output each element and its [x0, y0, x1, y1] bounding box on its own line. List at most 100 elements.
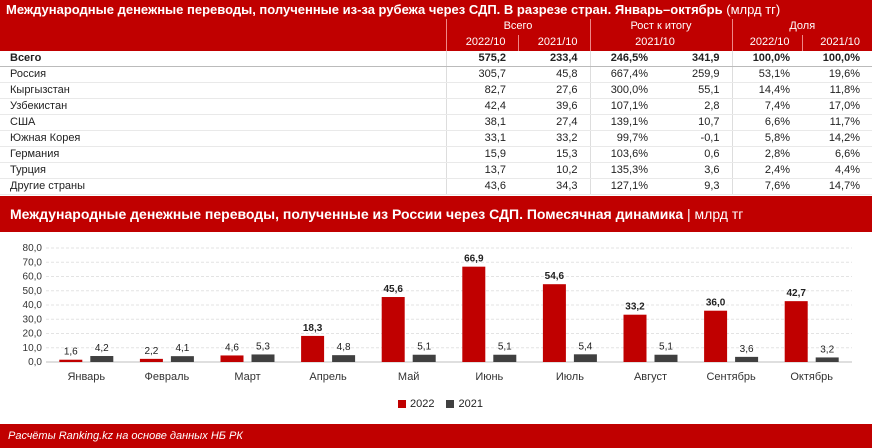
cell-share2021: 14,7%: [802, 178, 872, 195]
legend-label-2021: 2021: [458, 398, 483, 410]
table-body: Всего 575,2 233,4 246,5% 341,9 100,0% 100,0% Ро…: [0, 50, 872, 195]
chart-title-bar: Международные денежные переводы, получен…: [0, 196, 872, 232]
cell-v2021: 45,8: [518, 66, 590, 83]
x-tick-label: Июль: [556, 371, 584, 383]
legend-item-2021: 2021: [446, 398, 483, 410]
table-row: Кыргызстан 82,7 27,6 300,0% 55,1 14,4% 11,8%: [0, 82, 872, 99]
data-label-2021: 4,1: [175, 343, 189, 354]
cell-growth-abs: 3,6: [660, 162, 732, 179]
legend-swatch-2021: [446, 400, 455, 409]
cell-share2022: 100,0%: [731, 50, 802, 67]
cell-share2021: 11,8%: [802, 82, 872, 99]
cell-growth-pct: 139,1%: [589, 114, 660, 131]
bar-2022: [139, 358, 163, 362]
data-label-2021: 5,3: [256, 341, 270, 352]
chart-legend: 2022 2021: [398, 398, 483, 410]
table-row: Германия 15,9 15,3 103,6% 0,6 2,8% 6,6%: [0, 146, 872, 163]
cell-growth-abs: -0,1: [660, 130, 732, 147]
bar-2021: [815, 357, 839, 362]
bar-2022: [301, 335, 325, 362]
data-label-2022: 33,2: [625, 302, 645, 313]
bar-2022: [542, 284, 566, 362]
data-label-2021: 5,4: [578, 341, 592, 352]
table-corner-2: [0, 34, 446, 51]
bar-2021: [170, 356, 194, 362]
bar-2021: [251, 354, 275, 362]
row-country-name: Всего: [0, 50, 446, 67]
bar-2021: [493, 354, 517, 362]
cell-share2022: 53,1%: [731, 66, 802, 83]
cell-share2022: 2,8%: [731, 146, 802, 163]
cell-growth-pct: 667,4%: [589, 66, 660, 83]
y-tick-label: 30,0: [23, 314, 43, 325]
data-label-2021: 4,8: [337, 342, 351, 353]
table-row: США 38,1 27,4 139,1% 10,7 6,6% 11,7%: [0, 114, 872, 131]
bar-2022: [784, 301, 808, 362]
row-country-name: Германия: [0, 146, 446, 163]
cell-v2022: 82,7: [445, 82, 518, 99]
data-label-2022: 66,9: [464, 254, 484, 265]
row-country-name: Россия: [0, 66, 446, 83]
transfers-table: Всего Рост к итогу Доля 2022/10 2021/10 …: [0, 19, 872, 195]
data-label-2022: 18,3: [303, 323, 323, 334]
bar-2021: [654, 354, 678, 362]
cell-growth-pct: 135,3%: [589, 162, 660, 179]
footer-text: Расчёты Ranking.kz на основе данных НБ Р…: [8, 430, 243, 442]
chart-title-separator: |: [687, 206, 691, 222]
cell-growth-pct: 246,5%: [589, 50, 660, 67]
data-label-2022: 54,6: [545, 271, 565, 282]
x-tick-label: Апрель: [309, 371, 347, 383]
bar-2021: [412, 354, 436, 362]
cell-v2021: 27,4: [518, 114, 590, 131]
cell-share2021: 11,7%: [802, 114, 872, 131]
cell-share2022: 5,8%: [731, 130, 802, 147]
table-row: Узбекистан 42,4 39,6 107,1% 2,8 7,4% 17,0%: [0, 98, 872, 115]
cell-share2021: 14,2%: [802, 130, 872, 147]
table-group-header-row: Всего Рост к итогу Доля: [0, 19, 872, 35]
bar-2021: [332, 355, 356, 362]
legend-swatch-2022: [398, 400, 406, 409]
cell-growth-pct: 99,7%: [589, 130, 660, 147]
cell-growth-abs: 259,9: [660, 66, 732, 83]
chart-unit: млрд тг: [694, 206, 744, 222]
legend-label-2022: 2022: [410, 398, 435, 410]
cell-growth-abs: 341,9: [660, 50, 732, 67]
cell-share2021: 17,0%: [802, 98, 872, 115]
table-row: Другие страны 43,6 34,3 127,1% 9,3 7,6% 14,7%: [0, 178, 872, 195]
table-title: Международные денежные переводы, получен…: [6, 2, 723, 17]
cell-share2022: 6,6%: [731, 114, 802, 131]
x-tick-label: Февраль: [145, 371, 190, 383]
cell-growth-pct: 107,1%: [589, 98, 660, 115]
row-country-name: Кыргызстан: [0, 82, 446, 99]
cell-v2021: 33,2: [518, 130, 590, 147]
x-tick-label: Июнь: [475, 371, 503, 383]
cell-growth-pct: 127,1%: [589, 178, 660, 195]
sub-header-growth: 2021/10: [589, 34, 732, 51]
cell-v2022: 42,4: [445, 98, 518, 115]
bar-2022: [704, 310, 728, 362]
cell-v2022: 575,2: [445, 50, 518, 67]
cell-growth-abs: 10,7: [660, 114, 732, 131]
cell-v2022: 33,1: [445, 130, 518, 147]
y-tick-label: 50,0: [23, 286, 43, 297]
footer-source: Расчёты Ranking.kz на основе данных НБ Р…: [0, 424, 872, 448]
legend-item-2022: 2022: [398, 398, 434, 410]
row-country-name: США: [0, 114, 446, 131]
cell-v2021: 15,3: [518, 146, 590, 163]
data-label-2022: 1,6: [64, 347, 78, 358]
table-row: Южная Корея 33,1 33,2 99,7% -0,1 5,8% 14,2%: [0, 130, 872, 147]
row-country-name: Турция: [0, 162, 446, 179]
data-label-2021: 3,2: [820, 344, 834, 355]
table-row: Всего 575,2 233,4 246,5% 341,9 100,0% 100,0%: [0, 50, 872, 67]
cell-v2022: 13,7: [445, 162, 518, 179]
cell-share2022: 2,4%: [731, 162, 802, 179]
monthly-bar-chart: 0,0 10,0 20,0 30,0 40,0 50,0 60,0 70,0 80,0 1,6 4,…: [23, 243, 852, 383]
group-header-share: Доля: [731, 19, 872, 35]
data-label-2022: 2,2: [144, 346, 158, 357]
x-tick-label: Январь: [67, 371, 105, 383]
x-tick-label: Сентябрь: [706, 371, 756, 383]
cell-v2021: 34,3: [518, 178, 590, 195]
table-corner: [0, 19, 446, 35]
y-tick-label: 10,0: [23, 343, 43, 354]
table-row: Россия 305,7 45,8 667,4% 259,9 53,1% 19,6%: [0, 66, 872, 83]
